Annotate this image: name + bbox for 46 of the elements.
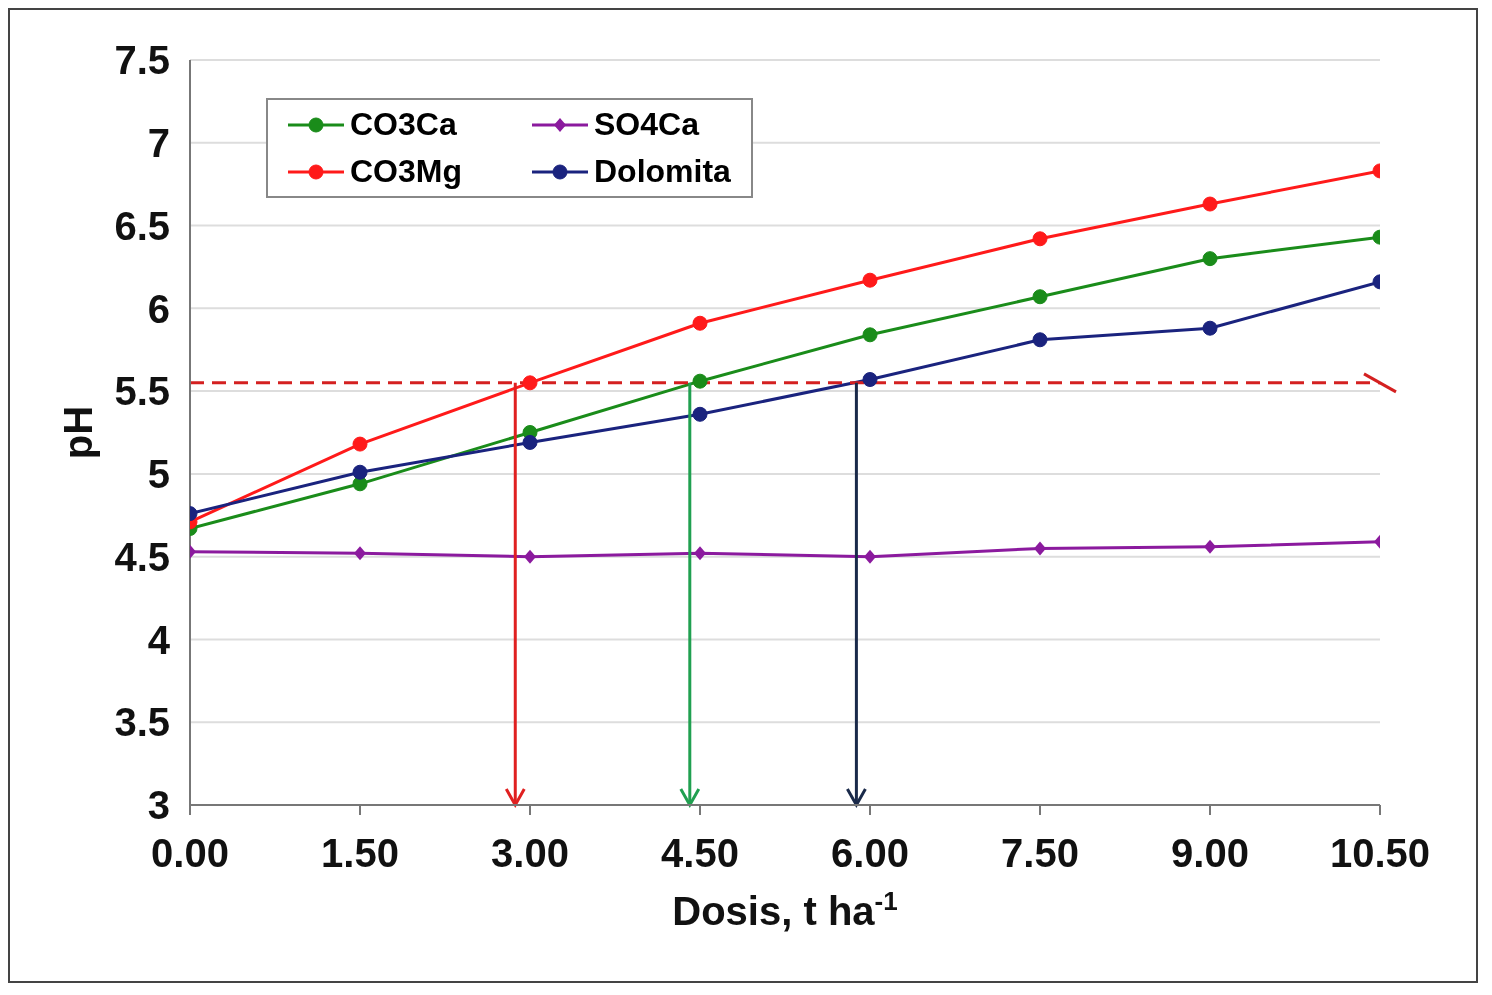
point bbox=[1204, 539, 1216, 554]
y-tick-label: 4.5 bbox=[114, 534, 170, 579]
y-tick-label: 3 bbox=[147, 783, 170, 828]
point bbox=[694, 546, 706, 561]
x-tick-label: 9.00 bbox=[1171, 831, 1249, 876]
point bbox=[522, 375, 538, 391]
point bbox=[352, 464, 368, 480]
point bbox=[864, 549, 876, 564]
point bbox=[352, 436, 368, 452]
legend-label: CO3Ca bbox=[350, 106, 457, 143]
x-tick-label: 3.00 bbox=[491, 831, 569, 876]
point bbox=[1032, 332, 1048, 348]
x-tick-label: 10.50 bbox=[1329, 831, 1431, 876]
y-tick-label: 7.5 bbox=[114, 38, 170, 83]
x-tick-label: 1.50 bbox=[321, 831, 399, 876]
y-tick-label: 5.5 bbox=[114, 369, 170, 414]
point bbox=[862, 272, 878, 288]
x-axis-title: Dosis, t ha$^{-1}$ bbox=[672, 886, 898, 933]
x-tick-label: 6.00 bbox=[831, 831, 909, 876]
y-axis-title: pH bbox=[56, 405, 100, 460]
y-tick-label: 5 bbox=[147, 452, 170, 497]
point bbox=[692, 315, 708, 331]
point bbox=[522, 434, 538, 450]
legend-label: CO3Mg bbox=[350, 153, 462, 190]
y-tick-label: 6 bbox=[147, 286, 170, 331]
y-tick-label: 4 bbox=[147, 617, 171, 662]
legend-label: Dolomita bbox=[594, 153, 731, 190]
x-tick-label: 4.50 bbox=[661, 831, 739, 876]
legend-label: SO4Ca bbox=[594, 106, 699, 143]
y-tick-label: 6.5 bbox=[114, 203, 170, 248]
point bbox=[1032, 289, 1048, 305]
point bbox=[354, 546, 366, 561]
point bbox=[692, 406, 708, 422]
point bbox=[1202, 320, 1218, 336]
point bbox=[1202, 251, 1218, 267]
x-tick-label: 0.00 bbox=[151, 831, 229, 876]
y-tick-label: 7 bbox=[147, 120, 170, 165]
point bbox=[862, 372, 878, 388]
point bbox=[1032, 231, 1048, 247]
point bbox=[1034, 541, 1046, 556]
x-tick-label: 7.50 bbox=[1001, 831, 1079, 876]
point bbox=[524, 549, 536, 564]
point bbox=[692, 373, 708, 389]
point bbox=[1202, 196, 1218, 212]
y-tick-label: 3.5 bbox=[114, 700, 170, 745]
point bbox=[862, 327, 878, 343]
